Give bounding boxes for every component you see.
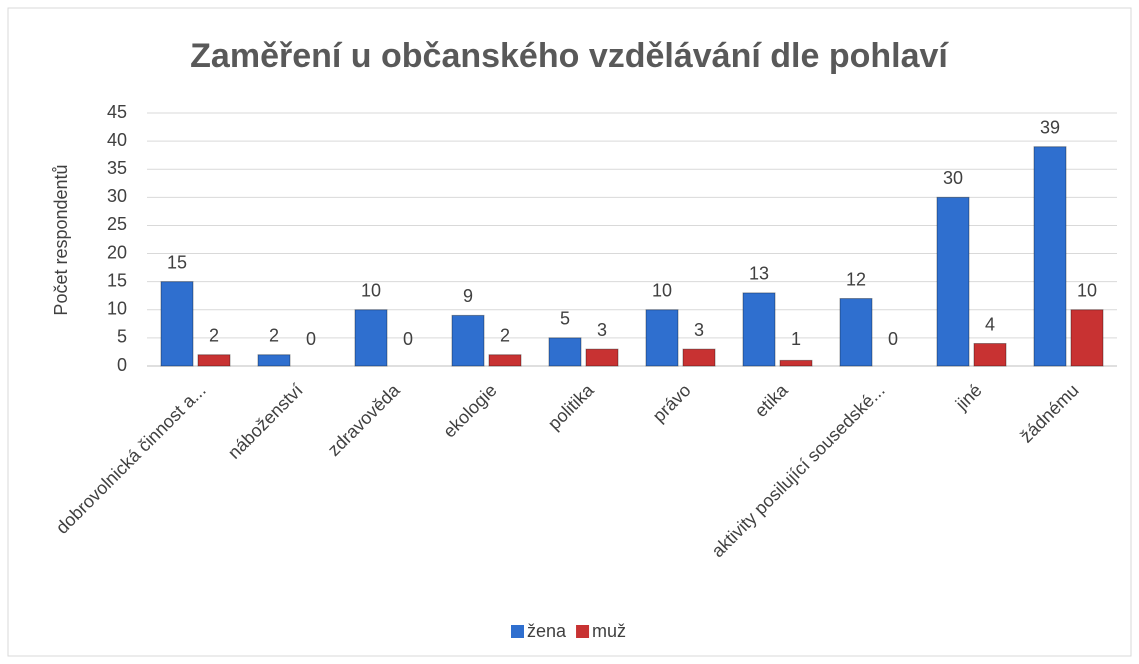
bar (1033, 146, 1067, 367)
data-label: 5 (560, 309, 570, 329)
data-label: 0 (306, 329, 316, 349)
data-label: 15 (167, 252, 187, 272)
bar (779, 359, 813, 367)
chart-title: Zaměření u občanského vzdělávání dle poh… (190, 37, 949, 75)
bar (160, 281, 194, 367)
y-tick-label: 5 (117, 327, 127, 347)
data-label: 13 (749, 264, 769, 284)
data-label: 2 (500, 326, 510, 346)
y-tick-label: 10 (107, 299, 127, 319)
data-label: 4 (985, 314, 995, 334)
bar (839, 298, 873, 367)
y-axis-label: Počet respondentů (51, 164, 71, 315)
data-label: 10 (652, 281, 672, 301)
bar (973, 343, 1007, 367)
data-label: 9 (463, 286, 473, 306)
data-label: 30 (943, 168, 963, 188)
bar (742, 292, 776, 367)
y-tick-label: 45 (107, 102, 127, 122)
y-tick-label: 0 (117, 355, 127, 375)
y-tick-label: 15 (107, 270, 127, 290)
data-label: 0 (403, 329, 413, 349)
y-tick-label: 30 (107, 186, 127, 206)
legend-label: žena (527, 621, 567, 641)
data-label: 1 (791, 329, 801, 349)
bar (682, 348, 716, 367)
data-label: 12 (846, 269, 866, 289)
y-tick-label: 40 (107, 130, 127, 150)
data-label: 10 (1077, 281, 1097, 301)
data-label: 2 (209, 326, 219, 346)
bar (451, 314, 485, 367)
bar (354, 309, 388, 367)
data-label: 0 (888, 329, 898, 349)
bar (197, 354, 231, 367)
bar (936, 196, 970, 367)
bar (645, 309, 679, 367)
y-tick-label: 25 (107, 214, 127, 234)
y-tick-label: 35 (107, 158, 127, 178)
y-tick-label: 20 (107, 242, 127, 262)
data-label: 3 (694, 320, 704, 340)
legend-swatch (576, 625, 590, 638)
data-label: 10 (361, 281, 381, 301)
bar (585, 348, 619, 367)
bar (1070, 309, 1104, 367)
bar (548, 337, 582, 367)
legend-swatch (511, 625, 524, 638)
data-label: 39 (1040, 117, 1060, 137)
bar (257, 354, 291, 367)
legend-label: muž (592, 621, 626, 641)
bar (488, 354, 522, 367)
data-label: 2 (269, 326, 279, 346)
data-label: 3 (597, 320, 607, 340)
